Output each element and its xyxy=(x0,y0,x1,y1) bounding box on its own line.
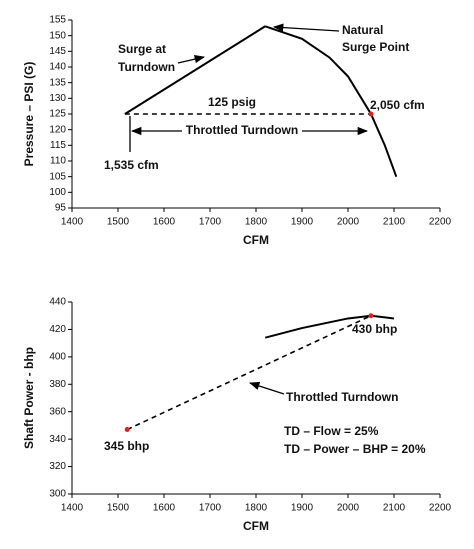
y-tick-label: 120 xyxy=(49,124,66,135)
x-tick-label: 1900 xyxy=(291,217,314,228)
y-tick-label: 340 xyxy=(49,434,66,445)
arrow xyxy=(272,23,340,32)
x-tick-label: 2200 xyxy=(429,217,452,228)
marker xyxy=(368,111,374,117)
annotation: Turndown xyxy=(118,60,175,74)
y-tick-label: 360 xyxy=(49,406,66,417)
x-tick-label: 1500 xyxy=(107,217,130,228)
y-axis-title: Pressure – PSI (G) xyxy=(22,62,36,167)
y-tick-label: 320 xyxy=(49,461,66,472)
x-tick-label: 1600 xyxy=(153,217,176,228)
marker xyxy=(124,427,130,433)
y-tick-label: 145 xyxy=(49,46,66,57)
y-tick-label: 150 xyxy=(49,30,66,41)
y-tick-label: 140 xyxy=(49,62,66,73)
y-tick-label: 110 xyxy=(50,156,66,167)
y-tick-label: 105 xyxy=(49,171,66,182)
y-tick-label: 440 xyxy=(49,297,66,308)
line xyxy=(264,25,398,178)
y-tick-label: 130 xyxy=(49,93,66,104)
x-tick-label: 1400 xyxy=(61,217,84,228)
x-tick-label: 2000 xyxy=(337,503,360,514)
x-tick-label: 1700 xyxy=(199,503,222,514)
x-tick-label: 2200 xyxy=(429,503,452,514)
annotation: TD – Power – BHP = 20% xyxy=(284,442,426,456)
y-axis-title: Shaft Power - bhp xyxy=(22,347,36,449)
arrow xyxy=(249,381,285,395)
y-tick-label: 115 xyxy=(50,140,66,151)
x-tick-label: 1400 xyxy=(61,503,84,514)
x-tick-label: 2000 xyxy=(337,217,360,228)
annotation: Surge at xyxy=(118,42,166,56)
x-tick-label: 2100 xyxy=(383,217,406,228)
plot: 300 320 340 360 380 400 420 440 1400 1500 1600 1700… xyxy=(22,297,451,534)
marker xyxy=(368,313,374,319)
annotation: 2,050 cfm xyxy=(370,98,425,112)
y-tick-label: 100 xyxy=(49,187,66,198)
annotation: 125 psig xyxy=(208,95,256,109)
annotation: 345 bhp xyxy=(104,439,149,453)
annotation: Throttled Turndown xyxy=(186,123,298,137)
line xyxy=(264,314,395,339)
y-tick-label: 420 xyxy=(49,324,66,335)
arrow xyxy=(177,55,206,64)
y-tick-label: 135 xyxy=(49,77,66,88)
x-tick-label: 1600 xyxy=(153,503,176,514)
annotation: TD – Flow = 25% xyxy=(284,424,379,438)
x-axis-title: CFM xyxy=(243,233,269,247)
y-tick-label: 380 xyxy=(49,379,66,390)
x-tick-label: 1900 xyxy=(291,503,314,514)
x-tick-label: 2100 xyxy=(383,503,406,514)
annotation: Surge Point xyxy=(342,40,409,54)
x-axis-title: CFM xyxy=(243,519,269,533)
annotation: 430 bhp xyxy=(352,322,397,336)
y-tick-label: 125 xyxy=(49,109,66,120)
x-tick-label: 1800 xyxy=(245,503,268,514)
annotation: Natural xyxy=(342,23,383,37)
y-tick-label: 155 xyxy=(49,15,66,26)
y-tick-label: 95 xyxy=(55,203,67,214)
line xyxy=(126,314,372,431)
annotation: 1,535 cfm xyxy=(104,158,159,172)
annotation: Throttled Turndown xyxy=(286,390,398,404)
y-tick-label: 300 xyxy=(49,489,66,500)
x-tick-label: 1700 xyxy=(199,217,222,228)
plot: 95 100 105 110 115 120 125 130 135 140 145 150 155 14… xyxy=(22,15,451,248)
x-tick-label: 1500 xyxy=(107,503,130,514)
x-tick-label: 1800 xyxy=(245,217,268,228)
line xyxy=(124,25,266,115)
y-tick-label: 400 xyxy=(49,351,66,362)
